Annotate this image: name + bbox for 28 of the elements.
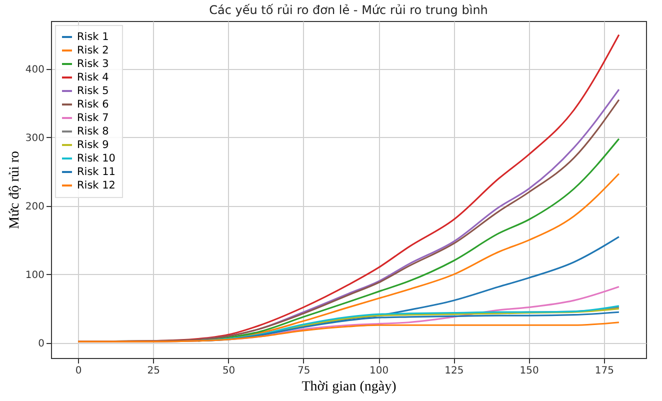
x-tick-label: 0	[75, 366, 82, 376]
legend-label: Risk 7	[77, 112, 109, 124]
legend-label: Risk 4	[77, 72, 110, 84]
y-tick-label: 0	[38, 338, 44, 350]
x-tick-label: 25	[147, 366, 160, 376]
y-tick-label: 100	[25, 270, 44, 281]
x-tick-label: 75	[298, 366, 310, 376]
legend-label: Risk 9	[77, 139, 109, 151]
x-tick-label: 175	[594, 366, 614, 376]
legend-label: Risk 10	[77, 152, 116, 164]
legend-label: Risk 2	[77, 44, 109, 56]
chart-title: Các yếu tố rủi ro đơn lẻ - Mức rủi ro trung bình	[209, 3, 488, 17]
legend-label: Risk 6	[77, 98, 110, 110]
x-tick-label: 100	[370, 366, 389, 376]
y-tick-label: 400	[25, 64, 44, 76]
y-tick-label: 300	[25, 132, 44, 144]
legend-label: Risk 8	[77, 126, 109, 138]
y-tick-label: 200	[25, 201, 44, 212]
x-tick-label: 50	[222, 366, 236, 376]
legend-label: Risk 5	[77, 85, 109, 97]
x-tick-label: 150	[520, 366, 539, 376]
x-axis-title: Thời gian (ngày)	[302, 380, 397, 394]
x-tick-label: 125	[444, 366, 464, 376]
y-axis-title: Mức độ rủi ro	[7, 151, 22, 229]
legend-label: Risk 1	[77, 31, 109, 43]
legend-label: Risk 3	[77, 58, 109, 70]
legend-label: Risk 11	[77, 166, 116, 178]
legend-label: Risk 12	[77, 180, 116, 192]
